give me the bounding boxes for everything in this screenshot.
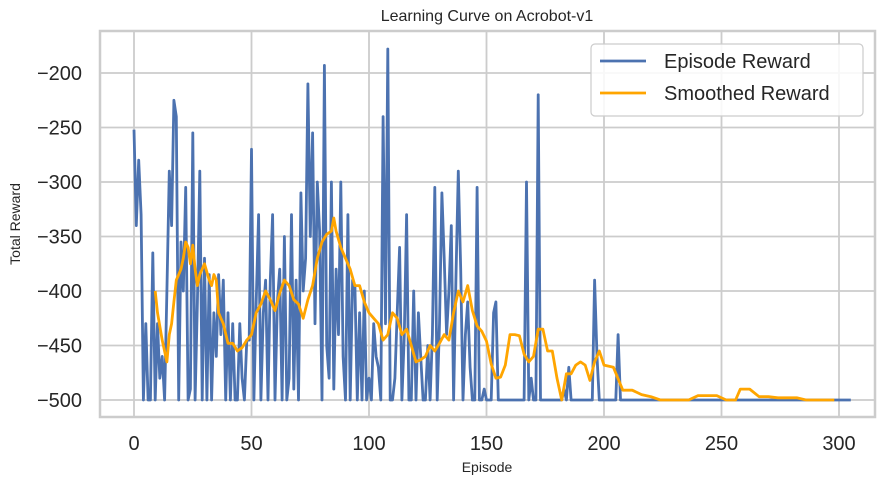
x-tick-label: 100 [352, 433, 385, 455]
y-tick-label: −200 [37, 63, 82, 85]
y-axis-ticks: −500 −450 −400 −350 −300 −250 −200 [37, 63, 82, 412]
x-axis-ticks: 0 50 100 150 200 250 300 [128, 433, 855, 455]
legend-label-smoothed-reward: Smoothed Reward [664, 83, 830, 105]
y-tick-label: −450 [37, 336, 82, 358]
legend-box [590, 43, 864, 117]
smoothed-reward-line [153, 216, 835, 402]
x-tick-label: 50 [240, 433, 262, 455]
y-tick-label: −500 [37, 390, 82, 412]
y-axis-label: Total Reward [7, 183, 23, 265]
x-tick-label: 200 [587, 433, 620, 455]
x-tick-label: 300 [822, 433, 855, 455]
x-axis-label: Episode [462, 459, 513, 475]
legend: Episode Reward Smoothed Reward [590, 43, 864, 117]
legend-label-episode-reward: Episode Reward [664, 51, 811, 73]
x-tick-label: 250 [705, 433, 738, 455]
y-tick-label: −350 [37, 227, 82, 249]
x-tick-label: 0 [128, 433, 139, 455]
x-tick-label: 150 [470, 433, 503, 455]
y-tick-label: −400 [37, 281, 82, 303]
chart-title: Learning Curve on Acrobot-v1 [381, 8, 594, 25]
y-tick-label: −250 [37, 118, 82, 140]
y-tick-label: −300 [37, 172, 82, 194]
